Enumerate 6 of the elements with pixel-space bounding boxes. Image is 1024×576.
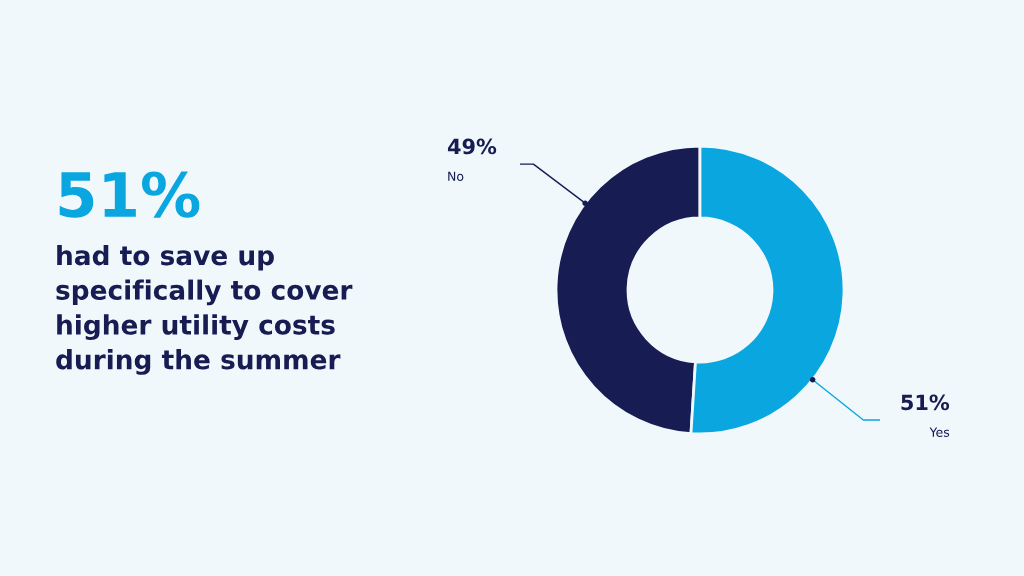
data-label: 49%: [447, 138, 497, 155]
data-label: 51%: [901, 394, 950, 411]
chart-title: 51%: [59, 171, 200, 218]
text: had to save up specifically to cover higher utility costs during the summer: [56, 245, 353, 375]
slice-label: Yes: [929, 427, 950, 437]
slice-label: No: [448, 171, 464, 181]
